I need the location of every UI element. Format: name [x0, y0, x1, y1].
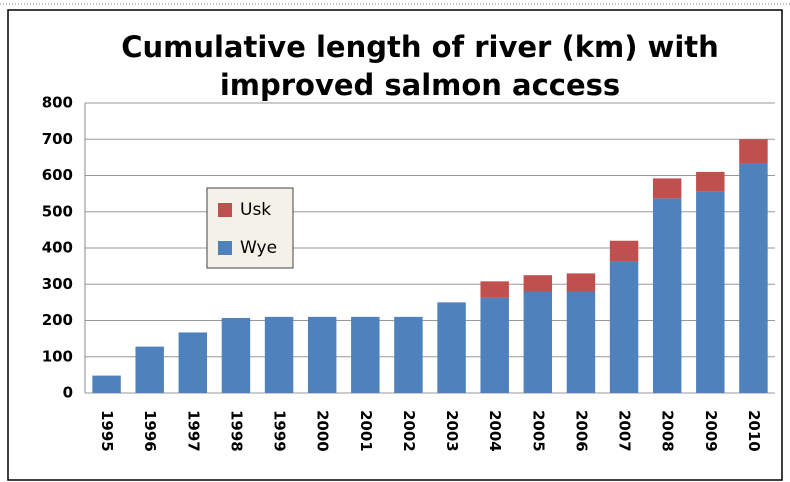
bar	[437, 302, 466, 393]
bar	[221, 317, 251, 393]
bar	[523, 275, 553, 292]
chart-title: Cumulative length of river (km) with imp…	[121, 30, 719, 102]
x-tick-label: 2006	[572, 410, 590, 452]
legend-swatch	[218, 203, 232, 217]
legend-swatch	[218, 241, 232, 255]
x-tick-label: 2002	[400, 410, 418, 452]
x-tick-label: 2009	[702, 410, 720, 452]
x-tick-label: 2010	[745, 410, 763, 452]
x-tick-label: 1997	[184, 410, 202, 452]
x-tick-label: 2001	[357, 410, 375, 452]
y-tick-label: 500	[42, 202, 73, 220]
x-tick-label: 1999	[271, 410, 289, 452]
bar	[609, 240, 639, 262]
bar	[652, 178, 682, 199]
bar	[480, 297, 509, 393]
x-tick-label: 1995	[98, 410, 116, 452]
y-tick-label: 800	[42, 94, 73, 112]
bar	[351, 316, 380, 393]
x-tick-label: 1996	[141, 410, 159, 452]
bar	[178, 332, 208, 393]
bar	[652, 198, 682, 393]
bar	[739, 163, 768, 393]
x-tick-label: 1998	[227, 410, 245, 452]
y-tick-label: 200	[42, 311, 73, 329]
bar	[739, 139, 768, 164]
bar	[480, 281, 509, 298]
y-tick-label: 300	[42, 275, 73, 293]
y-tick-label: 600	[42, 166, 73, 184]
x-tick-label: 2004	[486, 410, 504, 452]
bar	[523, 291, 553, 393]
bar	[135, 346, 164, 393]
x-tick-label: 2008	[659, 410, 677, 452]
x-tick-label: 2007	[616, 410, 634, 452]
chart-frame	[7, 9, 783, 481]
y-tick-label: 700	[42, 130, 73, 148]
bar	[264, 316, 294, 393]
bar	[394, 316, 423, 393]
bar	[696, 191, 725, 393]
bar	[307, 316, 337, 393]
bar	[92, 375, 121, 393]
bar	[696, 171, 725, 192]
y-tick-label: 100	[42, 347, 73, 365]
x-tick-label: 2000	[314, 410, 332, 452]
legend-label: Usk	[240, 200, 271, 220]
bar	[566, 291, 596, 393]
x-tick-label: 2003	[443, 410, 461, 452]
bar	[566, 273, 596, 292]
y-tick-label: 400	[42, 239, 73, 257]
y-tick-label: 0	[63, 384, 73, 402]
bar	[609, 261, 639, 393]
x-tick-label: 2005	[529, 410, 547, 452]
legend-label: Wye	[240, 238, 277, 258]
